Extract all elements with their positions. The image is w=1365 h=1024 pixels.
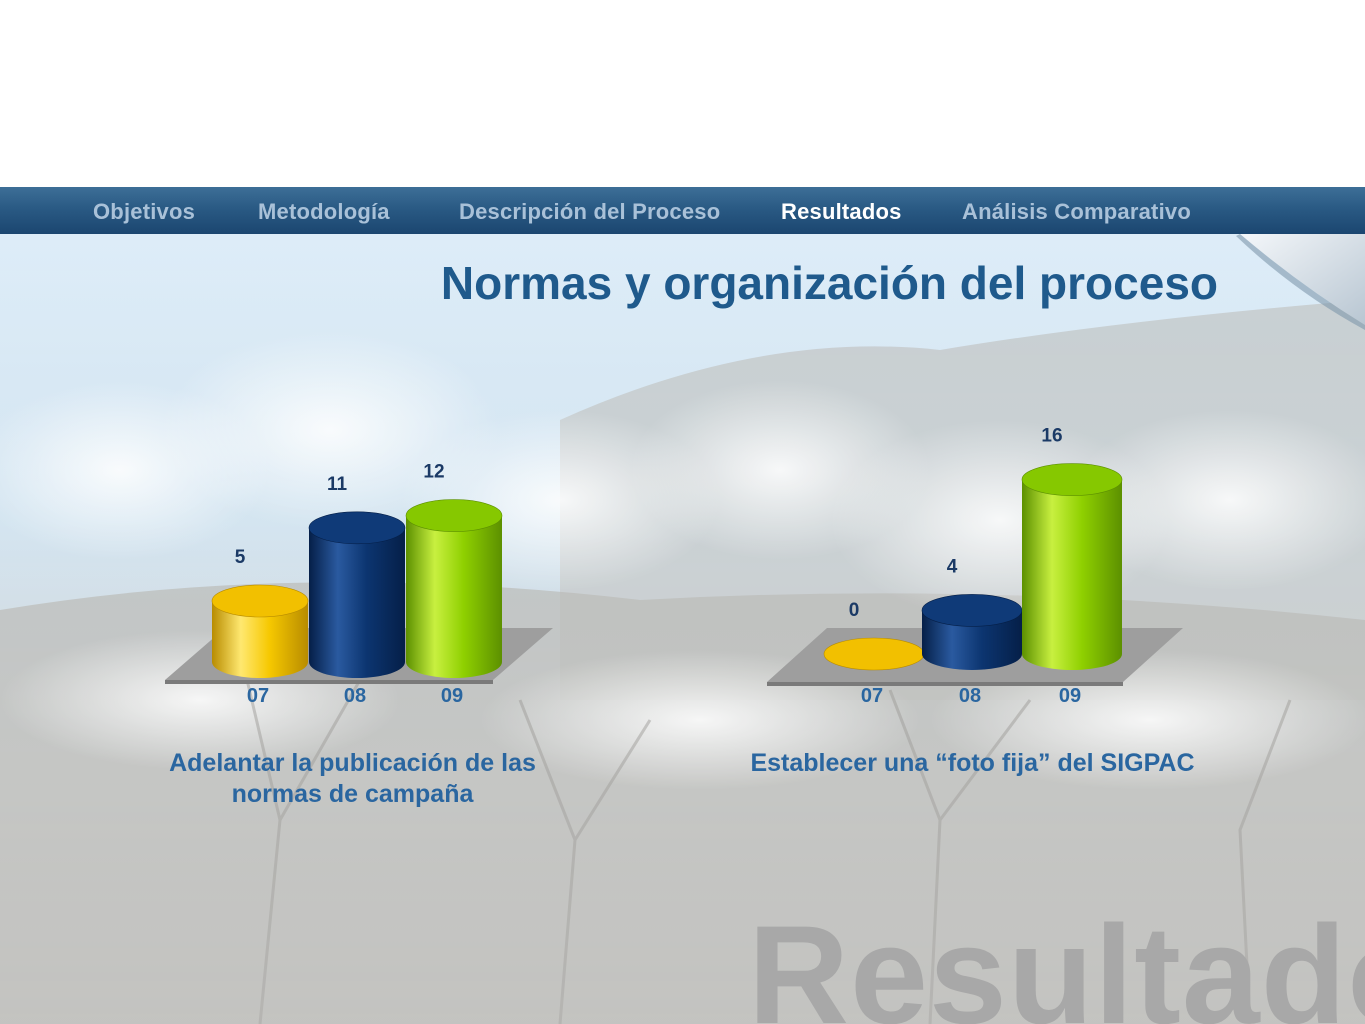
value-label-09: 12 xyxy=(423,462,444,483)
bar-09 xyxy=(405,499,503,678)
bar-07 xyxy=(823,637,925,671)
page-title: Normas y organización del proceso xyxy=(440,257,1218,309)
category-label-08: 08 xyxy=(344,685,366,707)
nav-item-descripcion-del-proceso[interactable]: Descripción del Proceso xyxy=(459,199,721,224)
category-label-08: 08 xyxy=(959,685,981,707)
category-label-09: 09 xyxy=(1059,685,1081,707)
category-label-07: 07 xyxy=(861,685,883,707)
chart-floor-edge xyxy=(767,682,1123,686)
value-label-07: 0 xyxy=(849,600,860,621)
bar-09 xyxy=(1021,463,1123,670)
value-label-09: 16 xyxy=(1041,426,1062,447)
chart-foto-fija-sigpac: 0 07 4 08 16 09 xyxy=(767,426,1183,707)
top-navigation-bar: Objetivos Metodología Descripción del Proc… xyxy=(0,187,1365,234)
bar-08 xyxy=(921,594,1023,670)
value-label-08: 4 xyxy=(947,556,958,577)
section-watermark: Resultados xyxy=(748,896,1365,1024)
chart-caption-adelantar: Adelantar la publicación de las normas d… xyxy=(169,749,536,808)
chart-caption-foto-fija: Establecer una “foto fija” del SIGPAC xyxy=(750,749,1195,777)
nav-item-resultados[interactable]: Resultados xyxy=(781,199,902,224)
chart-adelantar-normas: 5 07 11 08 12 09 xyxy=(165,462,553,707)
value-label-07: 5 xyxy=(235,547,246,568)
category-label-07: 07 xyxy=(247,685,269,707)
chart-floor-edge xyxy=(165,680,493,684)
bar-07 xyxy=(211,584,309,678)
bar-08 xyxy=(308,511,406,678)
nav-item-analisis-comparativo[interactable]: Análisis Comparativo xyxy=(962,199,1191,224)
nav-item-objetivos[interactable]: Objetivos xyxy=(93,199,196,224)
nav-item-metodologia[interactable]: Metodología xyxy=(258,199,390,224)
category-label-09: 09 xyxy=(441,685,463,707)
value-label-08: 11 xyxy=(327,474,348,495)
